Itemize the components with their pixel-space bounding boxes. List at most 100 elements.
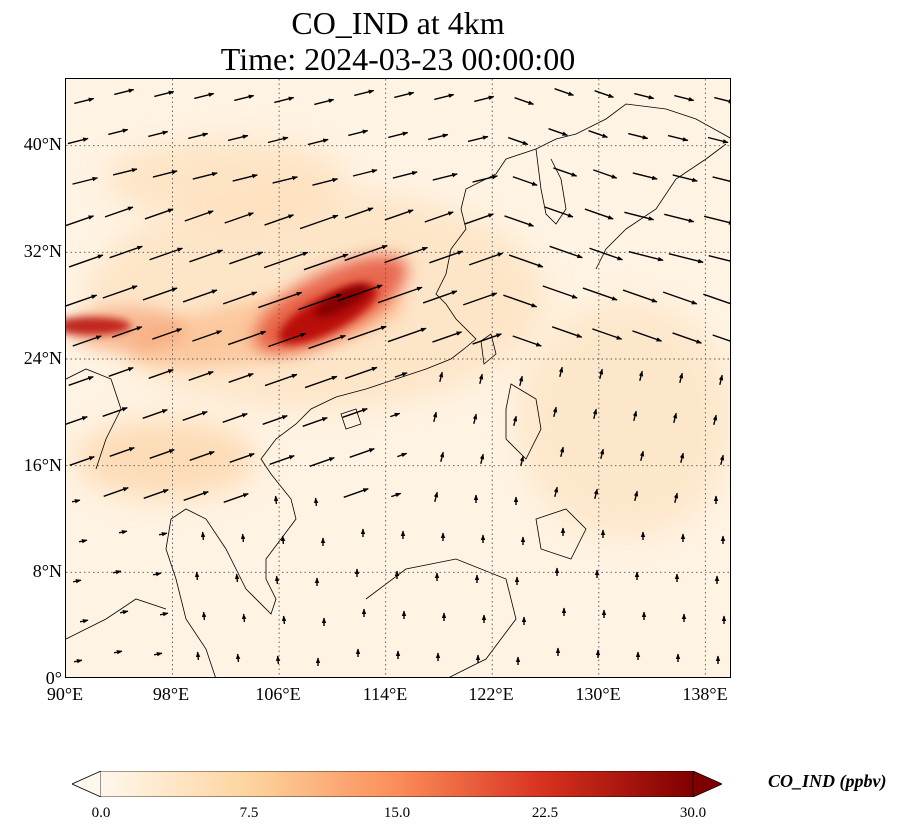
wind-arrow bbox=[264, 214, 294, 226]
wind-arrow bbox=[503, 294, 538, 308]
map-canvas bbox=[66, 79, 730, 677]
wind-arrow bbox=[354, 89, 375, 97]
map-subtitle-time: Time: 2024-03-23 00:00:00 bbox=[220, 41, 576, 77]
wind-arrow bbox=[223, 493, 249, 503]
wind-arrow bbox=[384, 246, 429, 264]
wind-arrow bbox=[189, 451, 215, 461]
wind-arrow bbox=[639, 450, 645, 462]
lon-tick-122E: 122°E bbox=[468, 684, 514, 704]
wind-arrow bbox=[194, 571, 200, 581]
wind-arrow bbox=[512, 415, 518, 427]
wind-arrow bbox=[478, 373, 484, 385]
wind-arrow bbox=[549, 245, 583, 259]
coastlines bbox=[66, 103, 730, 677]
colorbar-tick-30: 30.0 bbox=[679, 805, 707, 821]
wind-arrow bbox=[504, 215, 535, 227]
wind-arrow bbox=[144, 208, 174, 220]
wind-arrow bbox=[712, 414, 718, 426]
wind-arrow bbox=[72, 176, 99, 185]
wind-arrow bbox=[622, 289, 658, 303]
wind-arrow bbox=[152, 328, 183, 340]
wind-arrow bbox=[153, 652, 163, 657]
wind-arrow bbox=[703, 215, 730, 225]
wind-arrow bbox=[422, 290, 458, 304]
wind-arrow bbox=[708, 255, 730, 262]
wind-arrow bbox=[432, 331, 463, 343]
wind-arrow bbox=[184, 210, 214, 222]
wind-arrow bbox=[558, 366, 564, 378]
wind-arrow bbox=[269, 455, 295, 465]
coastline-korea bbox=[535, 148, 567, 225]
wind-arrow bbox=[112, 168, 138, 176]
wind-arrow bbox=[512, 335, 542, 347]
wind-arrow bbox=[582, 287, 618, 301]
wind-arrow bbox=[299, 214, 339, 230]
wind-arrow bbox=[342, 408, 368, 418]
wind-arrow bbox=[304, 375, 338, 389]
wind-arrow bbox=[432, 411, 438, 423]
wind-arrow bbox=[624, 211, 655, 221]
wind-arrow bbox=[344, 207, 374, 219]
wind-arrow bbox=[148, 130, 169, 138]
wind-arrow bbox=[192, 330, 223, 342]
wind-arrow bbox=[159, 612, 169, 617]
wind-arrow bbox=[472, 413, 478, 425]
wind-arrow bbox=[267, 136, 289, 144]
wind-arrow bbox=[263, 251, 309, 269]
wind-arrow bbox=[348, 129, 369, 137]
wind-arrow bbox=[200, 531, 206, 541]
wind-arrow bbox=[188, 132, 209, 140]
wind-arrow bbox=[712, 334, 730, 342]
wind-arrow bbox=[302, 417, 328, 427]
wind-arrow bbox=[222, 413, 248, 423]
wind-arrow bbox=[632, 330, 663, 342]
lat-tick-8N: 8°N bbox=[32, 561, 62, 581]
wind-arrow bbox=[69, 456, 95, 466]
wind-arrow bbox=[552, 406, 558, 418]
wind-arrow bbox=[195, 651, 201, 661]
wind-arrow bbox=[387, 327, 427, 343]
wind-arrow bbox=[551, 326, 583, 338]
wind-arrow bbox=[633, 490, 639, 502]
wind-arrow bbox=[553, 486, 559, 498]
wind-arrow bbox=[712, 176, 730, 182]
wind-arrow bbox=[104, 206, 134, 218]
wind-arrow bbox=[273, 495, 279, 505]
wind-arrow bbox=[280, 535, 286, 545]
colorbar-tick-0: 0.0 bbox=[91, 805, 111, 821]
wind-arrow bbox=[599, 448, 605, 460]
wind-arrow bbox=[672, 412, 678, 424]
wind-arrow bbox=[79, 619, 89, 624]
wind-arrow bbox=[588, 130, 608, 138]
wind-arrow bbox=[68, 254, 104, 268]
lon-tick-90E: 90°E bbox=[46, 684, 84, 704]
wind-arrow bbox=[472, 333, 502, 345]
colorbar-label: CO_IND (ppbv) bbox=[768, 771, 887, 791]
coastline-taiwan bbox=[480, 333, 497, 365]
coastline-mindanao bbox=[535, 508, 587, 560]
wind-arrow bbox=[343, 488, 369, 498]
wind-arrow bbox=[518, 375, 524, 387]
wind-arrow bbox=[182, 289, 218, 303]
coastline-luzon bbox=[505, 383, 542, 460]
wind-arrow bbox=[592, 408, 598, 420]
wind-arrow bbox=[192, 172, 218, 180]
wind-arrow bbox=[142, 287, 178, 301]
colorbar bbox=[72, 771, 722, 797]
lon-tick-114E: 114°E bbox=[362, 684, 408, 704]
wind-arrow bbox=[434, 93, 455, 101]
wind-arrow bbox=[275, 655, 281, 665]
wind-arrow bbox=[508, 254, 544, 268]
wind-arrow bbox=[182, 411, 208, 421]
wind-arrow bbox=[542, 285, 578, 299]
wind-arrow bbox=[432, 172, 458, 181]
colorbar-gradient bbox=[101, 771, 693, 797]
wind-arrow bbox=[142, 409, 168, 419]
wind-arrow bbox=[672, 174, 698, 183]
wind-arrow bbox=[241, 613, 247, 623]
wind-arrow bbox=[154, 90, 175, 98]
wind-arrow bbox=[548, 128, 568, 136]
wind-arrow bbox=[628, 251, 664, 262]
wind-arrow bbox=[66, 416, 88, 425]
lat-tick-32N: 32°N bbox=[23, 241, 62, 261]
